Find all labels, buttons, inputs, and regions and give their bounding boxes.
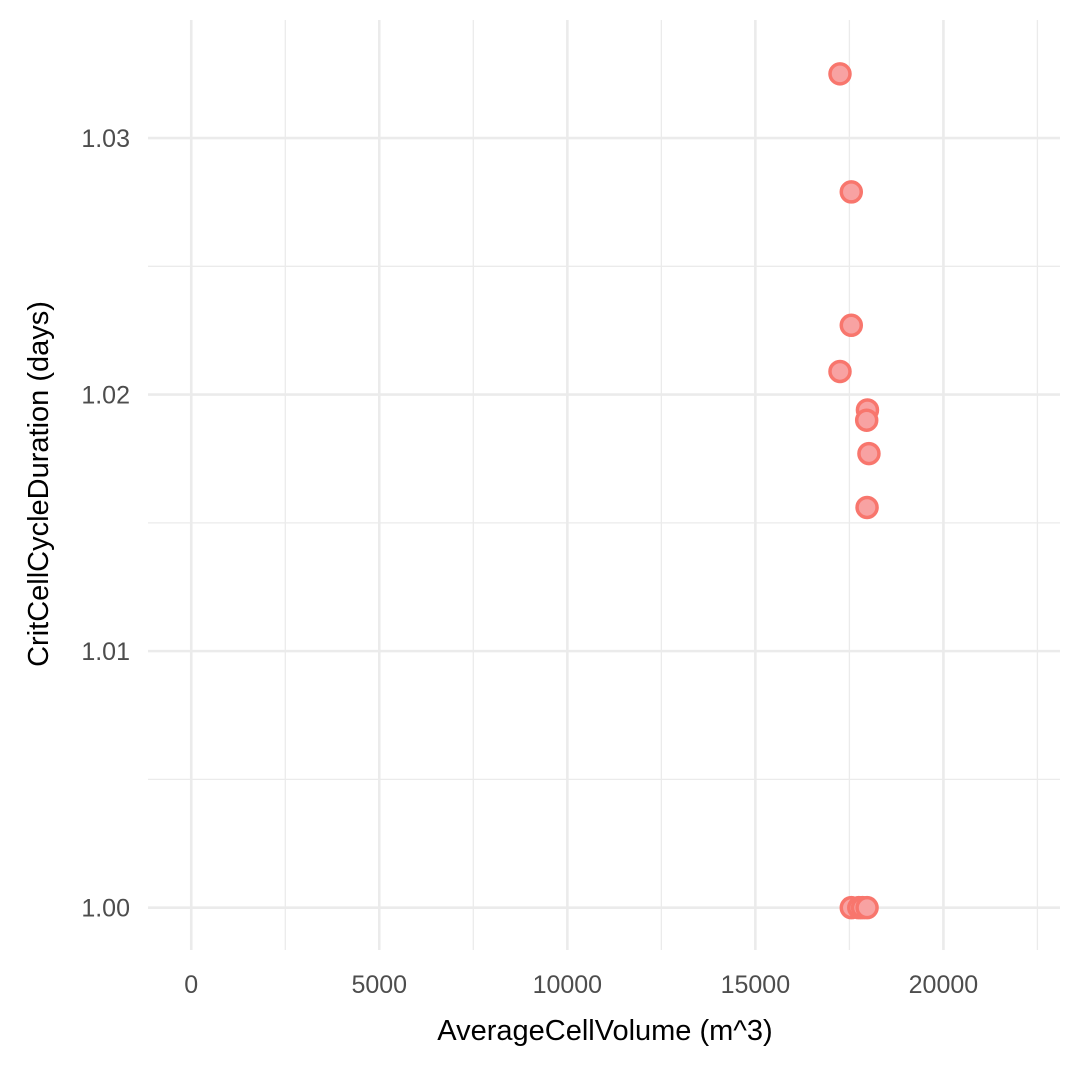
data-point bbox=[839, 313, 864, 338]
data-point bbox=[839, 180, 864, 204]
y-tick-label: 1.02 bbox=[81, 382, 130, 410]
x-tick-label: 15000 bbox=[721, 971, 791, 999]
data-point bbox=[828, 359, 852, 384]
data-point bbox=[855, 895, 879, 920]
x-tick-label: 0 bbox=[184, 971, 198, 999]
y-axis-title: CritCellCycleDuration (days) bbox=[23, 301, 55, 667]
y-tick-label: 1.03 bbox=[81, 125, 130, 153]
y-tick-label: 1.01 bbox=[81, 638, 130, 666]
major-gridlines bbox=[148, 20, 1060, 950]
y-axis-tick-labels: 1.00 1.01 1.02 1.03 bbox=[81, 125, 130, 923]
data-point bbox=[857, 441, 881, 466]
x-axis-tick-labels: 0 5000 10000 15000 20000 bbox=[184, 971, 978, 999]
data-point bbox=[854, 408, 879, 432]
y-tick-label: 1.00 bbox=[81, 895, 130, 923]
x-tick-label: 10000 bbox=[533, 971, 603, 999]
x-tick-label: 5000 bbox=[351, 971, 407, 999]
x-tick-label: 20000 bbox=[909, 971, 979, 999]
x-axis-title: AverageCellVolume (m^3) bbox=[437, 1015, 772, 1047]
minor-gridlines bbox=[148, 20, 1060, 950]
data-points bbox=[828, 62, 881, 920]
data-point bbox=[855, 495, 879, 520]
data-point bbox=[828, 62, 852, 86]
